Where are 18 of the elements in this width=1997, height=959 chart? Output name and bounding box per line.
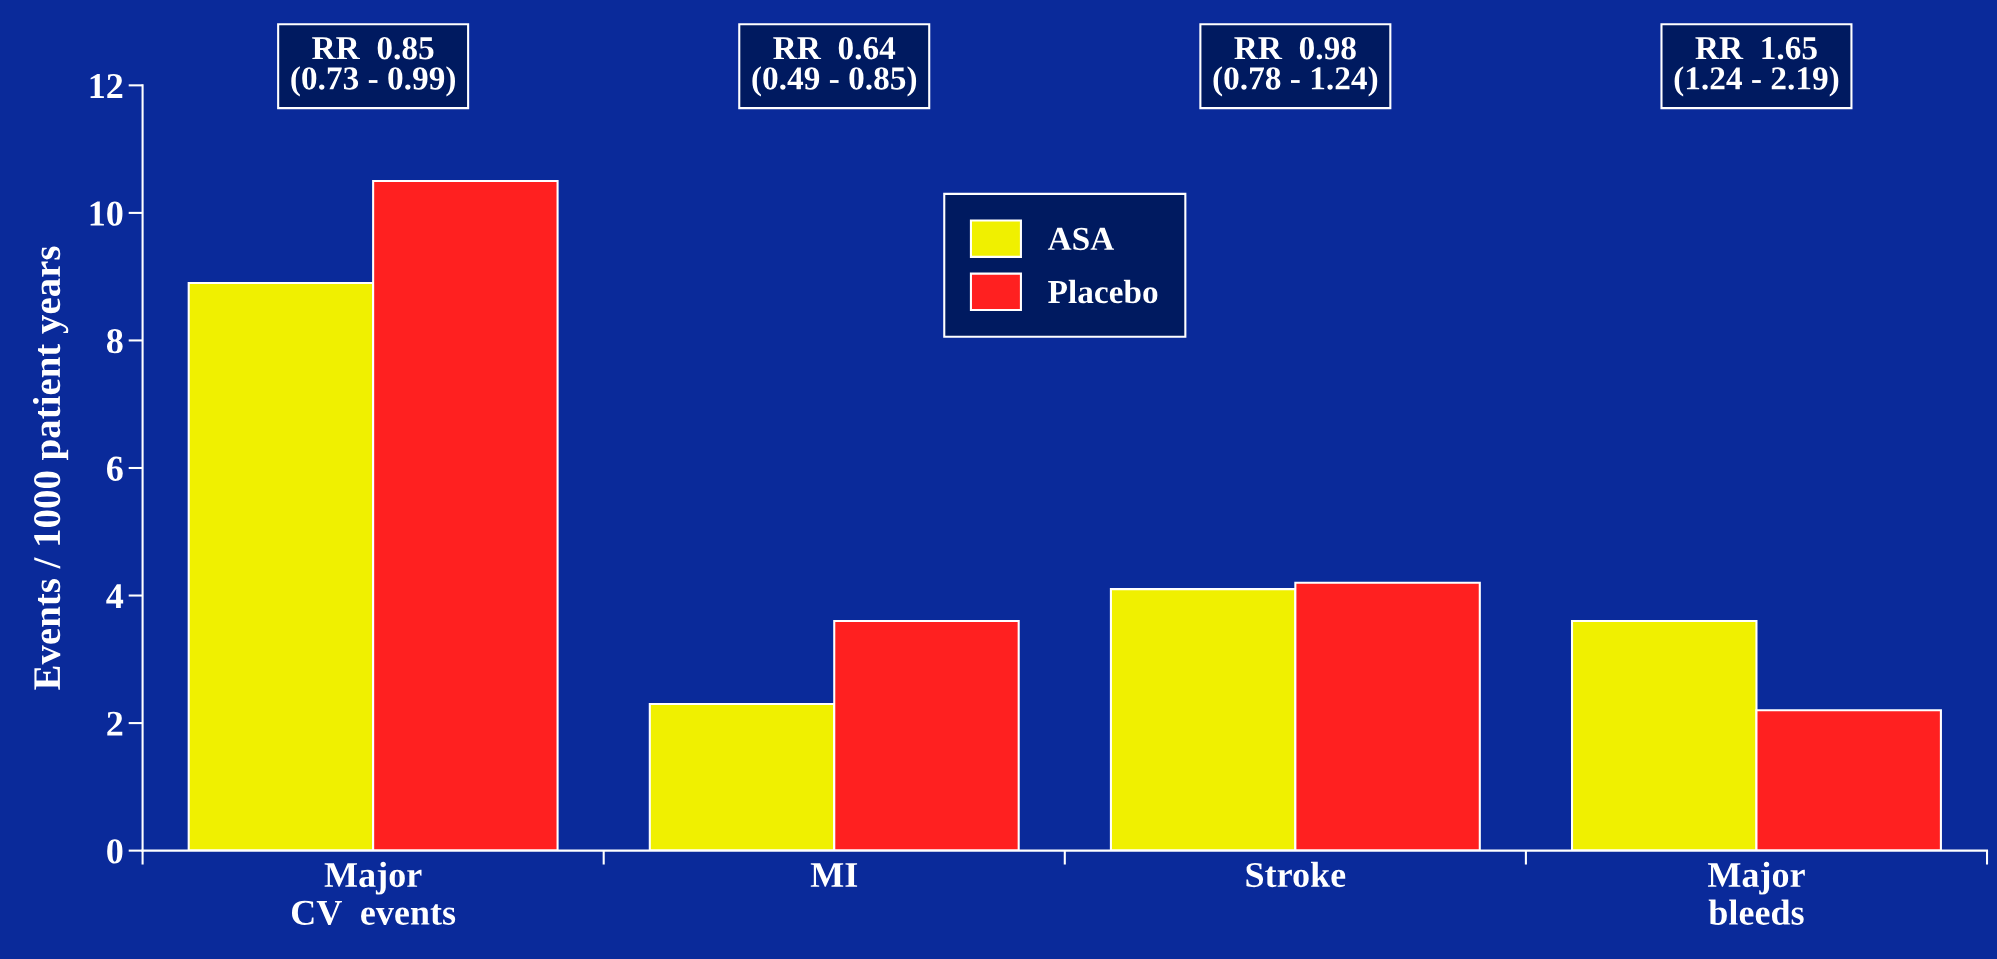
annotation: RR 0.64 (0.49 - 0.85) bbox=[752, 36, 917, 97]
y-axis-title: Events / 1000 patient years bbox=[32, 246, 69, 690]
y-tick-label: 0 bbox=[107, 839, 123, 864]
x-tick-label: Major CV events bbox=[291, 861, 456, 926]
y-tick-label: 4 bbox=[106, 584, 124, 609]
x-tick-label: Major bleeds bbox=[1707, 861, 1805, 925]
annotation: RR 0.85 (0.73 - 0.99) bbox=[291, 36, 455, 97]
legend-label: Placebo bbox=[1048, 279, 1158, 304]
x-tick-label: Stroke bbox=[1246, 861, 1346, 888]
legend-label: ASA bbox=[1047, 227, 1115, 251]
annotation: RR 0.98 (0.78 - 1.24) bbox=[1213, 36, 1378, 97]
y-tick-label: 12 bbox=[90, 73, 123, 98]
y-tick-label: 8 bbox=[106, 328, 123, 354]
x-tick-label: MI bbox=[810, 863, 858, 887]
y-tick-label: 10 bbox=[90, 201, 123, 226]
y-tick-label: 2 bbox=[107, 711, 123, 736]
annotation: RR 1.65 (1.24 - 2.19) bbox=[1674, 37, 1839, 97]
y-tick-label: 6 bbox=[107, 456, 123, 481]
